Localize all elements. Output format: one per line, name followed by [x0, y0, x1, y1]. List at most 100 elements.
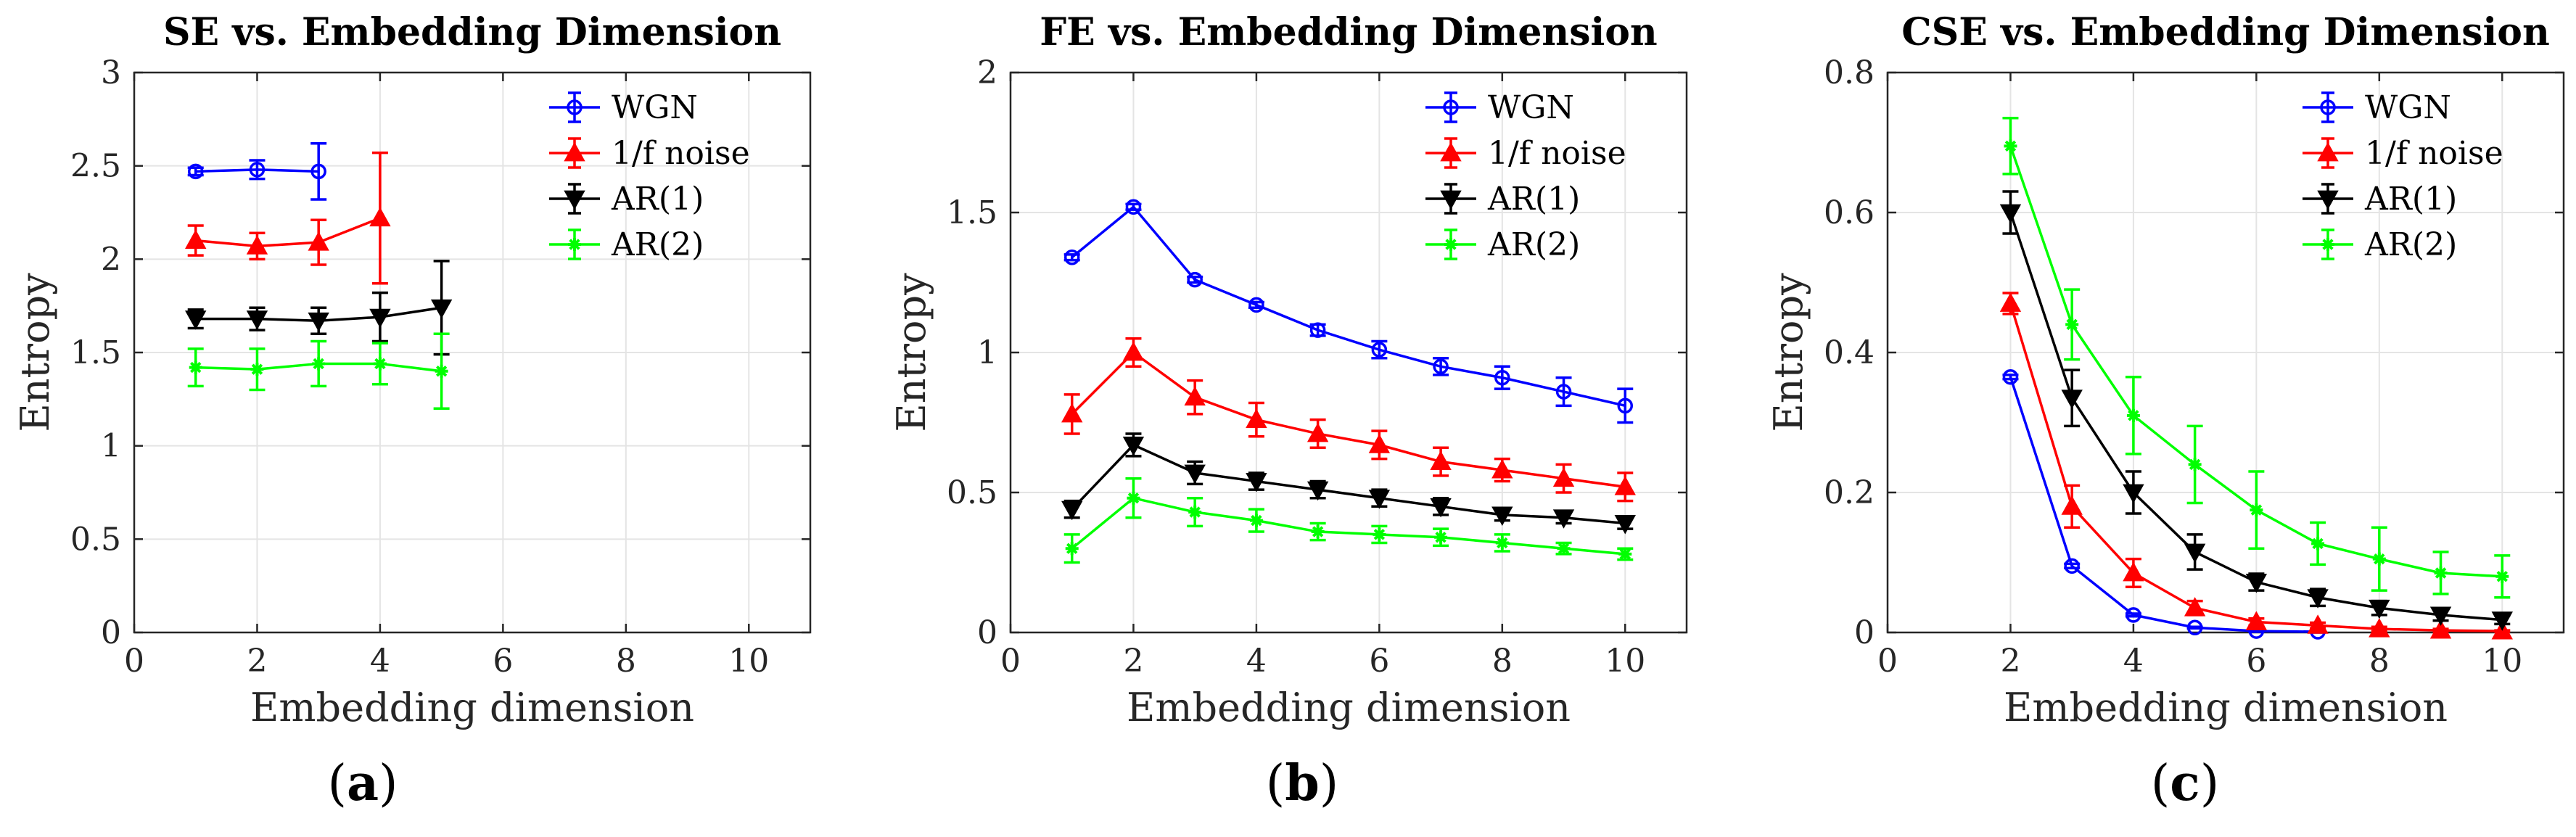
chart3-legend-ar-1-label: AR(1) — [2364, 181, 2457, 218]
chart2-series-1-f-noise-point-2 — [1184, 386, 1206, 406]
chart3-series-wgn-line — [2009, 376, 2318, 633]
chart3-series-ar-2-point-3 — [2188, 458, 2202, 471]
chart1-y-tick-label-2: 1 — [101, 428, 121, 465]
chart2-series-ar-2-point-8 — [1557, 542, 1571, 556]
chart2-y-tick-label-0: 0 — [977, 614, 997, 651]
chart1-x-tick-label-1: 2 — [247, 643, 267, 680]
chart2-y-tick-label-2: 1 — [977, 334, 997, 371]
chart2-series-ar-1-point-3 — [1246, 473, 1267, 492]
chart3-series-ar-1-point-3 — [2184, 543, 2206, 564]
chart1-legend-wgn-line — [549, 91, 600, 123]
chart2-series-1-f-noise-point-7 — [1491, 459, 1513, 479]
chart1-y-tick-label-3: 1.5 — [70, 334, 121, 371]
chart3-series-wgn-point-0 — [2002, 369, 2019, 385]
chart1-x-tick-label-2: 4 — [370, 643, 390, 680]
chart2-x-tick-label-5: 10 — [1605, 643, 1645, 680]
chart1-legend-wgn-marker — [567, 99, 583, 115]
chart2-x-tick-label-2: 4 — [1246, 643, 1267, 680]
chart3-series-ar-1-point-2 — [2123, 484, 2144, 504]
chart2-series-1-f-noise-point-4 — [1306, 422, 1329, 442]
chart3-y-tick-label-2: 0.4 — [1824, 334, 1875, 371]
chart3-legend-ar-2-marker — [2321, 238, 2334, 251]
chart1-x-tick-label-0: 0 — [124, 643, 144, 680]
chart2-legend-ar-2-marker — [1444, 238, 1457, 251]
chart1-legend-wgn-label: WGN — [612, 89, 698, 126]
chart2-series-wgn-point-5 — [1371, 342, 1388, 358]
chart2-series-ar-2-point-4 — [1311, 525, 1325, 539]
chart2-y-axis-label: Entropy — [889, 273, 934, 432]
chart3-series-1-f-noise-point-5 — [2307, 614, 2329, 634]
chart1-series-wgn-errorbar-2 — [310, 142, 327, 201]
chart3-series-1-f-noise-point-7 — [2429, 619, 2452, 639]
chart2-legend-wgn-line — [1425, 91, 1476, 123]
chart1-x-tick-label-5: 10 — [728, 643, 769, 680]
chart3-legend-wgn-label: WGN — [2365, 89, 2451, 126]
chart3-series-ar-2-point-4 — [2250, 503, 2263, 517]
chart3-legend-wgn-line — [2303, 91, 2353, 123]
chart1-y-tick-label-5: 2.5 — [70, 148, 121, 185]
chart2-legend-1-f-noise-label: 1/f noise — [1488, 135, 1626, 172]
chart3-series-ar-2-point-7 — [2434, 566, 2448, 580]
chart2-series-ar-1-point-5 — [1368, 490, 1391, 509]
chart2-series-1-f-noise-line — [1071, 350, 1626, 489]
chart2-legend-ar-1-marker — [1440, 190, 1462, 210]
chart2-legend-wgn-label: WGN — [1488, 89, 1574, 126]
chart2-series-ar-1-point-6 — [1430, 498, 1452, 518]
chart3-series-ar-1-point-8 — [2491, 611, 2513, 631]
chart2-series-ar-1-point-9 — [1614, 515, 1636, 535]
chart1-x-axis-label: Embedding dimension — [250, 685, 694, 730]
chart1-series-ar-1-point-4 — [430, 299, 453, 319]
chart1-x-tick-label-4: 8 — [616, 643, 636, 680]
chart2-series-ar-2-line — [1071, 496, 1626, 556]
chart1-legend-1-f-noise-label: 1/f noise — [612, 135, 750, 172]
chart3-x-axis-label: Embedding dimension — [2004, 685, 2448, 730]
chart2-legend-ar-1-label: AR(1) — [1487, 181, 1580, 218]
chart3-series-ar-1-point-0 — [1999, 204, 2022, 224]
chart3-series-ar-2-point-6 — [2372, 552, 2386, 566]
chart1-series-1-f-noise-point-1 — [246, 235, 268, 255]
chart1-series-1-f-noise-point-3 — [369, 207, 391, 227]
chart3-legend-1-f-noise-label: 1/f noise — [2365, 135, 2503, 172]
chart3-series-ar-2-point-0 — [2004, 139, 2017, 153]
chart1-y-tick-label-1: 0.5 — [70, 521, 121, 558]
chart3-legend-ar-1-marker — [2317, 190, 2339, 210]
chart3-x-tick-label-3: 6 — [2246, 643, 2266, 680]
chart3-series-ar-2-point-2 — [2126, 408, 2140, 422]
chart2-series-wgn-errorbar-8 — [1555, 376, 1572, 408]
chart2-series-1-f-noise-point-1 — [1122, 341, 1145, 361]
chart2-series-wgn-errorbar-9 — [1617, 387, 1634, 424]
chart2-series-wgn-point-3 — [1248, 297, 1264, 313]
chart3-y-tick-label-1: 0.2 — [1824, 474, 1875, 511]
chart3-series-ar-1-point-4 — [2245, 574, 2268, 593]
chart3-series-ar-1-point-6 — [2369, 599, 2390, 619]
chart2-series-wgn-point-4 — [1309, 322, 1326, 338]
chart3-y-tick-label-4: 0.8 — [1824, 54, 1875, 91]
chart2-series-ar-1-point-0 — [1061, 500, 1083, 521]
chart2-x-tick-label-1: 2 — [1123, 643, 1143, 680]
chart3-legend-1-f-noise-marker — [2317, 141, 2339, 162]
chart1-series-ar-2-point-3 — [373, 357, 387, 371]
chart2-series-wgn-point-2 — [1187, 271, 1203, 288]
panel-label-c: (c) — [2150, 754, 2220, 812]
chart2-x-tick-label-3: 6 — [1369, 643, 1389, 680]
chart2-series-wgn-point-0 — [1063, 250, 1080, 265]
chart3-series-ar-2-point-5 — [2311, 537, 2325, 551]
chart2-series-wgn-line — [1071, 205, 1626, 408]
chart1-legend-ar-2-marker — [568, 238, 581, 251]
chart3-x-tick-label-5: 10 — [2482, 643, 2522, 680]
chart1-y-axis-label: Entropy — [12, 273, 58, 432]
chart2-series-1-f-noise-point-8 — [1552, 467, 1575, 487]
chart1-y-tick-label-6: 3 — [101, 54, 121, 91]
chart2-series-ar-2-point-2 — [1188, 506, 1202, 519]
chart1-legend-ar-2-label: AR(2) — [611, 226, 704, 263]
chart3-y-tick-label-3: 0.6 — [1824, 194, 1875, 231]
chart2-title: FE vs. Embedding Dimension — [1040, 10, 1657, 54]
chart1-series-ar-1-point-1 — [246, 310, 268, 330]
chart2-series-1-f-noise-point-3 — [1246, 408, 1267, 429]
chart1-series-ar-2-point-2 — [312, 357, 326, 371]
chart2-series-wgn-point-8 — [1555, 384, 1572, 400]
chart3-series-wgn-point-2 — [2126, 607, 2141, 623]
chart2-y-tick-label-4: 2 — [977, 54, 997, 91]
chart1-title: SE vs. Embedding Dimension — [163, 10, 781, 54]
chart2-series-ar-2-point-0 — [1065, 542, 1079, 556]
